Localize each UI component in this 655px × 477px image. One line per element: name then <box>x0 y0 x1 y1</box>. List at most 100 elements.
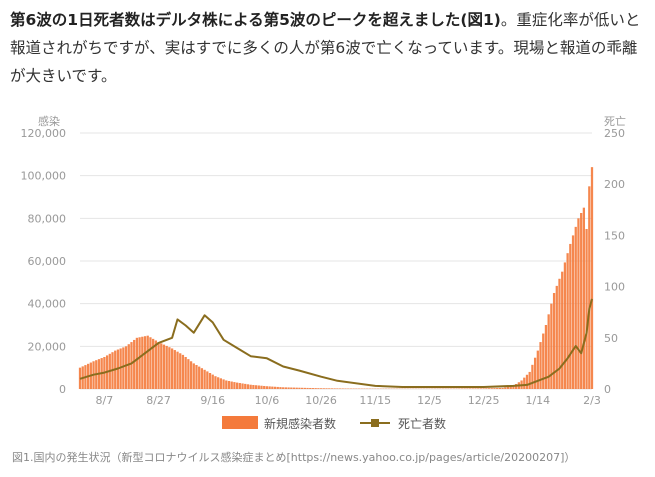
cases-bar <box>119 348 122 389</box>
cases-bar <box>138 337 141 389</box>
cases-bar <box>78 367 82 389</box>
cases-bar <box>561 271 564 389</box>
x-tick-label: 10/26 <box>305 394 337 407</box>
cases-bar <box>555 285 558 389</box>
cases-bar <box>165 345 168 389</box>
cases-bar <box>81 366 84 389</box>
x-tick-label: 8/27 <box>146 394 171 407</box>
cases-bar <box>271 386 274 389</box>
cases-bar <box>580 213 583 389</box>
cases-bar <box>493 388 496 389</box>
cases-bar <box>152 338 155 389</box>
cases-bar <box>273 386 277 389</box>
cases-bar <box>157 342 160 389</box>
y-right-tick-label: 0 <box>604 383 611 396</box>
cases-bar <box>325 388 328 389</box>
cases-bar <box>290 387 293 389</box>
cases-bar <box>298 387 301 389</box>
legend-deaths-marker <box>371 419 379 427</box>
cases-bar <box>95 360 98 389</box>
cases-bar <box>227 381 231 389</box>
x-tick-label: 2/3 <box>583 394 601 407</box>
cases-bar <box>252 384 255 389</box>
x-tick-label: 11/15 <box>359 394 391 407</box>
x-tick-label: 1/14 <box>525 394 550 407</box>
cases-bar <box>211 374 214 389</box>
cases-bar <box>244 383 247 389</box>
cases-bar <box>276 386 279 389</box>
cases-bar <box>477 388 480 389</box>
x-tick-label: 10/6 <box>255 394 280 407</box>
cases-bar <box>536 350 539 389</box>
cases-bar <box>520 380 523 389</box>
cases-bar <box>257 385 260 389</box>
cases-bar <box>479 388 483 389</box>
cases-bar <box>97 359 101 389</box>
cases-bar <box>322 388 325 389</box>
y-right-tick-label: 150 <box>604 229 625 242</box>
cases-bar <box>482 388 485 389</box>
cases-bar <box>133 339 136 389</box>
cases-bar <box>235 382 239 389</box>
cases-bar <box>550 303 553 389</box>
legend-cases-label: 新規感染者数 <box>264 416 336 431</box>
y-right-tick-label: 100 <box>604 281 625 294</box>
cases-bar <box>176 351 179 389</box>
cases-bar <box>466 388 469 389</box>
cases-bar <box>539 342 542 389</box>
cases-bar <box>566 253 569 389</box>
y-left-tick-label: 100,000 <box>21 170 67 183</box>
cases-bar <box>181 354 185 389</box>
cases-bar <box>590 167 594 389</box>
cases-bar <box>533 357 537 389</box>
cases-bar <box>523 377 526 389</box>
cases-bar <box>92 361 95 389</box>
cases-bar <box>577 218 580 389</box>
cases-bar <box>282 387 285 389</box>
cases-bar <box>192 363 195 389</box>
cases-bar <box>149 337 152 389</box>
cases-bar <box>84 365 87 389</box>
y-right-axis-title: 死亡 <box>604 114 626 128</box>
cases-bar <box>552 293 556 389</box>
cases-bar <box>317 388 320 389</box>
cases-bar <box>338 388 342 389</box>
cases-bar <box>496 388 499 389</box>
cases-bar <box>198 366 201 389</box>
cases-bar <box>203 369 206 389</box>
cases-bar <box>141 336 144 389</box>
cases-bar <box>189 361 193 389</box>
article-paragraph: 第6波の1日死者数はデルタ株による第5波のピークを超えました(図1)。重症化率が… <box>10 6 650 90</box>
cases-bar <box>114 350 117 389</box>
cases-bar <box>160 343 163 389</box>
cases-bar <box>512 385 515 389</box>
cases-bar <box>531 364 534 389</box>
x-tick-label: 12/25 <box>468 394 500 407</box>
cases-bar <box>542 333 545 389</box>
cases-bar <box>222 379 225 389</box>
cases-bar <box>279 387 282 389</box>
deaths-line <box>79 298 593 388</box>
cases-bar <box>200 368 204 389</box>
x-tick-label: 8/7 <box>96 394 114 407</box>
cases-bar <box>295 387 298 389</box>
cases-bar <box>490 388 493 389</box>
cases-bar <box>306 387 309 389</box>
cases-bar <box>143 336 147 389</box>
cases-bar <box>124 346 128 389</box>
cases-bar <box>309 387 312 389</box>
lead-bold-text: 第6波の1日死者数はデルタ株による第5波のピークを超えました(図1) <box>10 11 501 29</box>
x-tick-label: 12/5 <box>417 394 442 407</box>
cases-bar <box>122 347 125 389</box>
cases-bar <box>571 235 575 389</box>
cases-bar <box>184 357 187 389</box>
legend-cases-swatch <box>222 416 258 429</box>
cases-bar <box>86 363 90 389</box>
cases-bar <box>515 384 518 389</box>
cases-bar <box>330 388 334 389</box>
cases-bar <box>301 387 304 389</box>
cases-bar <box>265 386 269 389</box>
cases-bar <box>504 387 507 389</box>
y-left-tick-label: 60,000 <box>28 255 67 268</box>
cases-bar <box>130 342 133 389</box>
